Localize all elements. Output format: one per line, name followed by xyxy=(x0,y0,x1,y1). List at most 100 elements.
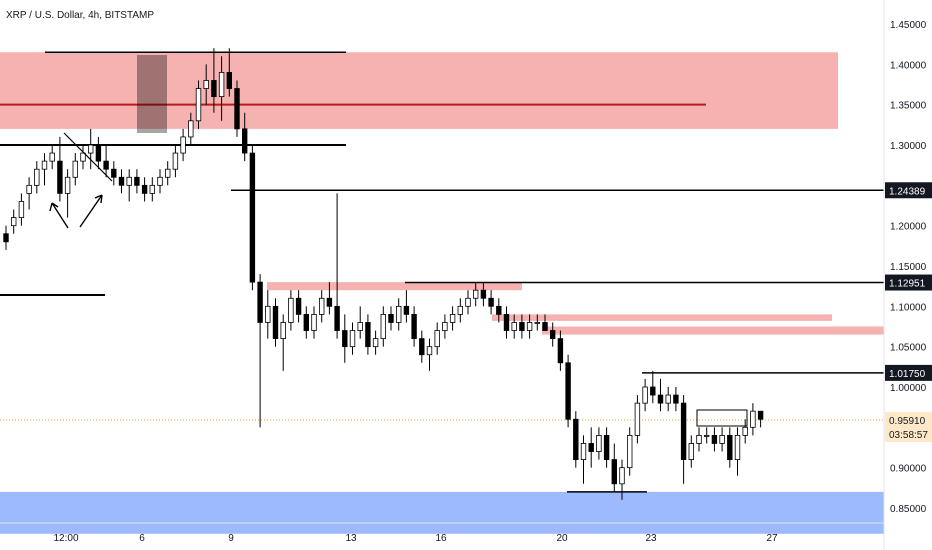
candle xyxy=(550,322,556,347)
candle xyxy=(526,314,533,339)
candle-body xyxy=(596,434,602,452)
price-label-text: 1.12951 xyxy=(889,279,926,290)
candle-body xyxy=(403,305,410,315)
candle xyxy=(295,290,302,323)
y-tick-label: 1.30000 xyxy=(890,141,927,152)
candle xyxy=(326,282,333,315)
candle-body xyxy=(234,88,240,130)
y-tick-label: 1.00000 xyxy=(890,383,927,394)
consolidation-box xyxy=(696,409,748,427)
candle-body xyxy=(449,313,456,323)
y-axis: 1.45000 1.40000 1.35000 1.30000 1.20000 1.150… xyxy=(890,20,927,515)
candle xyxy=(757,410,764,428)
candle-body xyxy=(95,144,102,162)
candle xyxy=(742,419,748,444)
candle-body xyxy=(727,434,733,460)
candle-body xyxy=(88,144,94,154)
candle-body xyxy=(41,160,48,170)
candle xyxy=(49,145,55,170)
x-tick-label: 9 xyxy=(228,533,234,544)
candle xyxy=(18,193,25,226)
x-tick-label: 12:00 xyxy=(53,533,78,544)
candle xyxy=(118,169,125,194)
candle-body xyxy=(650,386,656,396)
candle xyxy=(734,427,741,476)
price-label: 1.01750 xyxy=(885,364,932,381)
candle-body xyxy=(657,394,664,404)
x-tick-label: 23 xyxy=(645,533,657,544)
candle-body xyxy=(280,322,286,340)
candle xyxy=(619,459,625,500)
candle-body xyxy=(757,410,764,420)
candle xyxy=(611,443,617,492)
candle xyxy=(149,177,155,202)
price-label-text: 1.01750 xyxy=(889,369,926,380)
up-arrow-right-icon xyxy=(79,194,103,228)
candle xyxy=(57,136,63,202)
candle-body xyxy=(603,434,610,460)
candle xyxy=(634,395,641,444)
candle-body xyxy=(488,297,494,307)
candle xyxy=(426,338,433,371)
candle xyxy=(103,145,109,178)
candle xyxy=(80,145,86,170)
candle xyxy=(265,290,271,339)
candle xyxy=(627,427,633,476)
supply-zone-right xyxy=(492,314,832,321)
candle xyxy=(457,298,463,323)
candle xyxy=(480,282,487,307)
candle-body xyxy=(395,305,402,323)
candle xyxy=(157,169,163,194)
x-tick-label: 27 xyxy=(766,533,778,544)
candle-body xyxy=(164,168,171,178)
candle-body xyxy=(195,88,202,122)
candle-body xyxy=(588,443,594,452)
candle-body xyxy=(472,289,479,299)
candle-body xyxy=(18,201,25,218)
candle-body xyxy=(26,184,32,194)
candle-body xyxy=(134,176,140,186)
candle-body xyxy=(411,313,417,339)
x-axis: 12:00 6 9 13 16 20 23 27 xyxy=(53,533,778,544)
candle xyxy=(696,427,702,452)
candle xyxy=(372,330,379,355)
candle-body xyxy=(303,313,309,331)
candle xyxy=(288,290,294,331)
candle-body xyxy=(496,305,502,315)
candle-body xyxy=(226,72,232,89)
candle xyxy=(650,370,656,404)
price-label: 1.24389 xyxy=(885,182,932,199)
candle-body xyxy=(72,160,78,178)
candle-body xyxy=(419,338,425,356)
candle-body xyxy=(704,434,710,437)
candle-body xyxy=(357,322,363,331)
candle-body xyxy=(272,305,279,340)
candle xyxy=(195,80,202,129)
annotations-layer xyxy=(49,55,748,427)
candle xyxy=(134,169,140,194)
candle xyxy=(88,128,94,170)
candle-body xyxy=(696,434,702,444)
candle xyxy=(503,306,510,339)
candle-body xyxy=(557,338,564,364)
candle xyxy=(657,378,664,412)
zones-layer xyxy=(0,52,884,534)
y-tick-label: 1.45000 xyxy=(890,20,927,31)
candle-body xyxy=(619,467,625,485)
candle-body xyxy=(711,434,718,444)
supply-zone-mid xyxy=(267,282,522,291)
candle xyxy=(719,427,725,452)
candle-body xyxy=(526,322,533,331)
candle-body xyxy=(149,184,155,194)
demand-zone xyxy=(0,491,884,534)
price-label-box xyxy=(885,182,932,199)
up-arrow-left-icon xyxy=(49,202,69,229)
candle xyxy=(580,435,587,484)
candle xyxy=(164,161,171,186)
candle xyxy=(496,298,502,323)
price-label: 1.12951 xyxy=(885,274,932,291)
y-tick-label: 0.85000 xyxy=(890,504,927,515)
candle-body xyxy=(465,297,471,307)
chart-title: XRP / U.S. Dollar, 4h, BITSTAMP xyxy=(6,10,154,21)
